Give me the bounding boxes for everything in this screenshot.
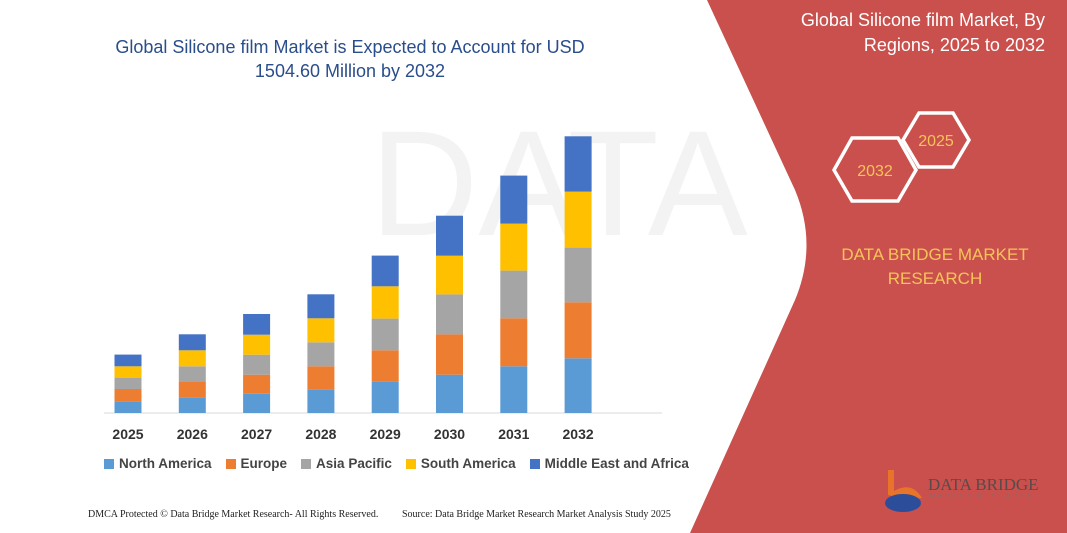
bar-segment-2031-north-america: [500, 366, 528, 413]
bar-segment-2025-north-america: [114, 401, 142, 413]
bar-segment-2026-north-america: [178, 397, 206, 413]
legend-label: Asia Pacific: [316, 456, 392, 471]
footer-copyright: DMCA Protected © Data Bridge Market Rese…: [88, 509, 379, 520]
x-tick-label: 2027: [241, 426, 273, 442]
x-tick-label: 2030: [433, 426, 466, 442]
bar-segment-2027-north-america: [243, 393, 271, 413]
bar-segment-2029-south-america: [371, 286, 399, 319]
hex-2025-label: 2025: [918, 133, 954, 150]
bar-segment-2030-north-america: [436, 374, 463, 413]
hex-2032: 2032: [831, 136, 919, 203]
hex-2032-label: 2032: [857, 163, 893, 180]
bar-segment-2032-asia-pacific: [564, 247, 592, 303]
legend-swatch: [225, 458, 236, 469]
logo-icon: [885, 470, 922, 512]
legend-item: Middle East and Africa: [529, 456, 689, 471]
bar-segment-2028-europe: [307, 366, 335, 390]
x-tick-label: 2031: [498, 426, 530, 442]
bar-segment-2030-middle-east-and-africa: [436, 215, 463, 256]
bar-segment-2025-south-america: [114, 366, 142, 378]
bar-segment-2029-north-america: [371, 381, 399, 413]
brand-text: DATA BRIDGE MARKET RESEARCH: [841, 245, 1029, 288]
bar-segment-2029-asia-pacific: [371, 318, 399, 351]
bars: [114, 136, 592, 413]
legend-item: Asia Pacific: [301, 456, 392, 471]
bar-segment-2025-europe: [114, 389, 142, 402]
bar-segment-2031-south-america: [500, 223, 528, 271]
x-tick-label: 2025: [112, 426, 144, 442]
bar-segment-2027-europe: [243, 374, 271, 394]
bar-segment-2026-europe: [178, 381, 206, 398]
bar-segment-2025-asia-pacific: [114, 378, 142, 389]
bar-segment-2028-north-america: [307, 389, 335, 413]
x-tick-label: 2026: [176, 426, 208, 442]
red-panel: [690, 0, 1067, 533]
legend-item: South America: [405, 456, 516, 471]
bar-segment-2032-south-america: [564, 191, 592, 248]
legend-swatch: [529, 458, 540, 469]
legend-item: North America: [104, 456, 212, 471]
legend-label: South America: [420, 456, 516, 471]
bar-segment-2027-middle-east-and-africa: [243, 314, 271, 335]
chart-title: Global Silicone film Market is Expected …: [115, 37, 585, 81]
legend-swatch: [301, 458, 312, 469]
hex-2025: 2025: [900, 111, 972, 169]
legend-swatch: [405, 458, 416, 469]
bar-segment-2028-south-america: [307, 318, 335, 343]
bar-segment-2027-asia-pacific: [243, 354, 271, 375]
panel-title: Global Silicone film Market, By Regions,…: [800, 10, 1045, 55]
bar-segment-2032-europe: [564, 302, 592, 359]
bar-segment-2032-middle-east-and-africa: [564, 136, 592, 192]
legend-label: North America: [119, 456, 212, 471]
logo-text: DATA BRIDGE: [928, 475, 1039, 494]
bar-segment-2028-asia-pacific: [307, 342, 335, 367]
bar-segment-2026-middle-east-and-africa: [178, 334, 206, 351]
x-tick-label: 2032: [562, 426, 594, 442]
bar-segment-2030-europe: [436, 334, 463, 375]
legend-label: Middle East and Africa: [544, 456, 689, 471]
bar-segment-2030-asia-pacific: [436, 294, 463, 335]
bar-segment-2026-asia-pacific: [178, 366, 206, 382]
x-tick-label: 2029: [369, 426, 401, 442]
legend-item: Europe: [225, 456, 288, 471]
legend-label: Europe: [240, 456, 288, 471]
legend: North America Europe Asia Pacific South Ame…: [104, 456, 689, 471]
legend-swatch: [104, 458, 114, 469]
watermark: DATA: [370, 99, 748, 267]
x-tick-label: 2028: [305, 426, 337, 442]
bar-segment-2025-middle-east-and-africa: [114, 354, 142, 367]
bar-segment-2027-south-america: [243, 334, 271, 355]
bar-segment-2029-europe: [371, 350, 399, 382]
bar-segment-2026-south-america: [178, 350, 206, 367]
footer-source: Source: Data Bridge Market Research Mark…: [402, 509, 671, 520]
bar-segment-2031-asia-pacific: [500, 270, 528, 319]
bar-segment-2029-middle-east-and-africa: [371, 255, 399, 287]
bar-segment-2031-middle-east-and-africa: [500, 175, 528, 224]
bar-segment-2030-south-america: [436, 255, 463, 295]
logo-subtext: MARKET RESEARCH: [930, 494, 1035, 500]
bar-segment-2028-middle-east-and-africa: [307, 294, 335, 319]
bar-segment-2031-europe: [500, 318, 528, 367]
bar-segment-2032-north-america: [564, 358, 592, 413]
